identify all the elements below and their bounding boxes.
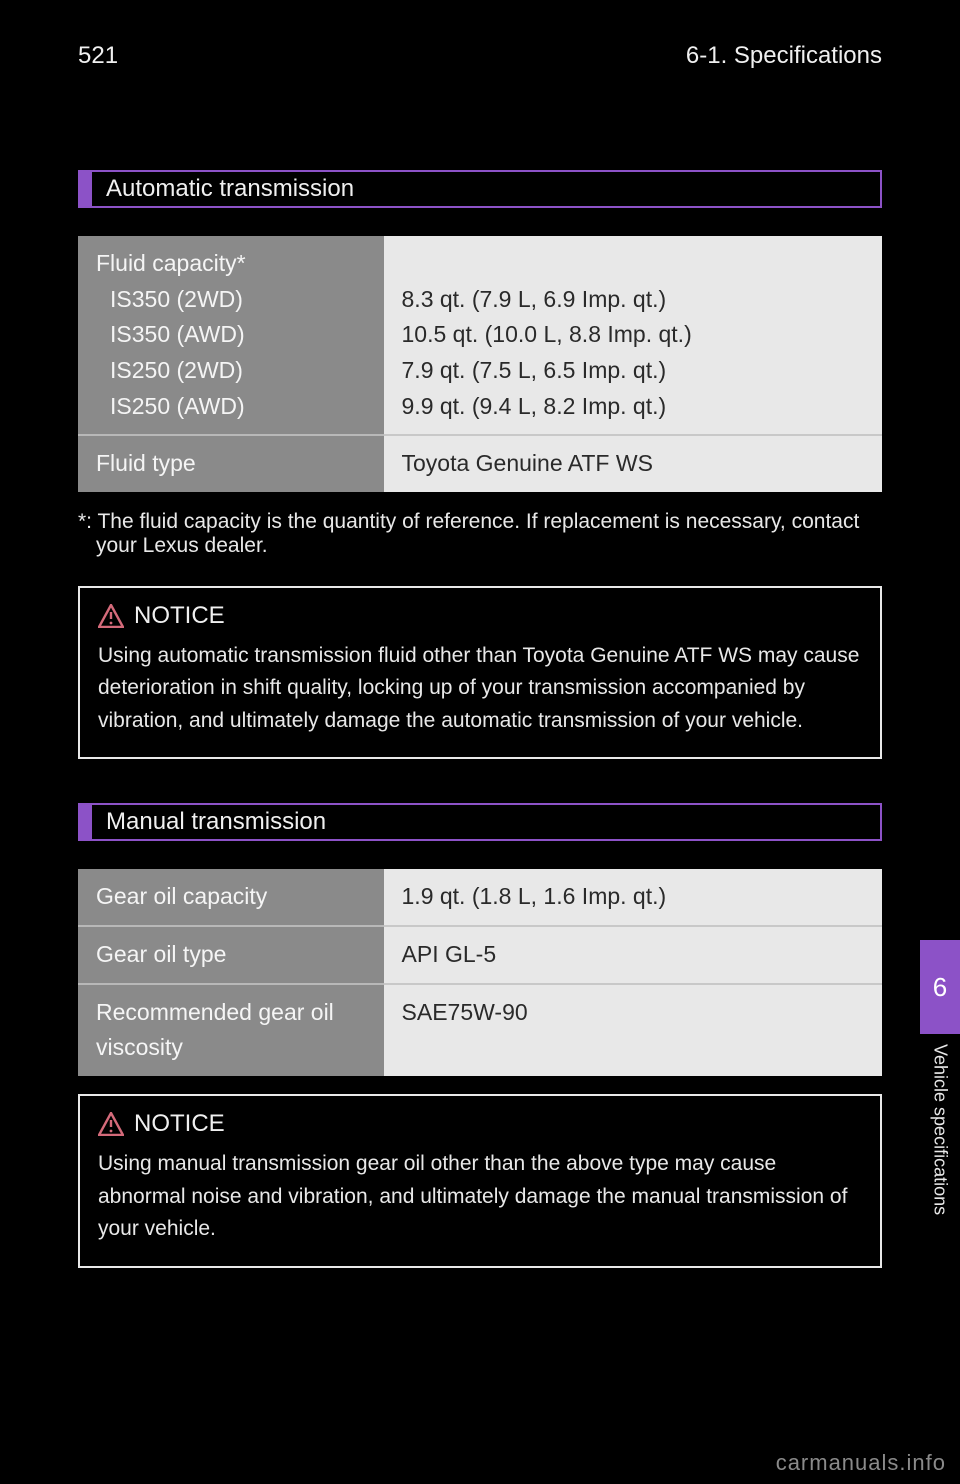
notice-header: NOTICE xyxy=(98,1110,862,1138)
table-label-cell: Gear oil capacity xyxy=(78,869,384,926)
value-line: 10.5 qt. (10.0 L, 8.8 Imp. qt.) xyxy=(402,321,692,347)
label-line: IS350 (2WD) xyxy=(96,282,366,318)
section-header: 6-1. Specifications xyxy=(686,42,882,70)
table-label-cell: Fluid capacity* IS350 (2WD) IS350 (AWD) … xyxy=(78,236,384,435)
section-title-manual-transmission: Manual transmission xyxy=(78,803,882,841)
table-row: Gear oil capacity 1.9 qt. (1.8 L, 1.6 Im… xyxy=(78,869,882,926)
table-value-cell: 1.9 qt. (1.8 L, 1.6 Imp. qt.) xyxy=(384,869,882,926)
value-line: 7.9 qt. (7.5 L, 6.5 Imp. qt.) xyxy=(402,357,667,383)
notice-text: Using manual transmission gear oil other… xyxy=(98,1148,862,1246)
watermark: carmanuals.info xyxy=(776,1450,946,1476)
notice-header: NOTICE xyxy=(98,602,862,630)
notice-title: NOTICE xyxy=(134,602,225,630)
section-title-text: Automatic transmission xyxy=(106,175,354,203)
chapter-label: Vehicle specifications xyxy=(920,1036,960,1296)
manual-transmission-table: Gear oil capacity 1.9 qt. (1.8 L, 1.6 Im… xyxy=(78,869,882,1076)
notice-box: NOTICE Using manual transmission gear oi… xyxy=(78,1094,882,1268)
table-row: Recommended gear oil viscosity SAE75W-90 xyxy=(78,984,882,1076)
page-number: 521 xyxy=(78,42,118,70)
warning-icon xyxy=(98,1112,124,1136)
value-text: Toyota Genuine ATF WS xyxy=(402,450,653,476)
value-line: 9.9 qt. (9.4 L, 8.2 Imp. qt.) xyxy=(402,393,667,419)
table-value-cell: API GL-5 xyxy=(384,926,882,984)
label-line: IS250 (2WD) xyxy=(96,353,366,389)
label-line: IS250 (AWD) xyxy=(96,389,366,425)
value-text: SAE75W-90 xyxy=(402,999,528,1025)
table-value-cell: SAE75W-90 xyxy=(384,984,882,1076)
label-line: IS350 (AWD) xyxy=(96,317,366,353)
table-label-cell: Fluid type xyxy=(78,435,384,492)
chapter-tab: 6 xyxy=(920,940,960,1034)
label-text: Gear oil type xyxy=(96,941,226,967)
notice-box: NOTICE Using automatic transmission flui… xyxy=(78,586,882,760)
table-value-cell: 8.3 qt. (7.9 L, 6.9 Imp. qt.) 10.5 qt. (… xyxy=(384,236,882,435)
notice-title: NOTICE xyxy=(134,1110,225,1138)
table-label-cell: Gear oil type xyxy=(78,926,384,984)
notice-text: Using automatic transmission fluid other… xyxy=(98,640,862,738)
label-text: Recommended gear oil viscosity xyxy=(96,999,334,1061)
table-label-cell: Recommended gear oil viscosity xyxy=(78,984,384,1076)
footnote: *: The fluid capacity is the quantity of… xyxy=(78,510,882,558)
label-text: Gear oil capacity xyxy=(96,883,267,909)
content-area: Automatic transmission Fluid capacity* I… xyxy=(78,170,882,1312)
value-line: 8.3 qt. (7.9 L, 6.9 Imp. qt.) xyxy=(402,286,667,312)
chapter-number: 6 xyxy=(933,972,947,1003)
chapter-label-text: Vehicle specifications xyxy=(930,1044,951,1215)
manual-page: 521 6-1. Specifications Automatic transm… xyxy=(0,0,960,1484)
automatic-transmission-table: Fluid capacity* IS350 (2WD) IS350 (AWD) … xyxy=(78,236,882,492)
section-title-automatic-transmission: Automatic transmission xyxy=(78,170,882,208)
table-row: Fluid type Toyota Genuine ATF WS xyxy=(78,435,882,492)
table-value-cell: Toyota Genuine ATF WS xyxy=(384,435,882,492)
label-main: Fluid capacity* xyxy=(96,250,246,276)
section-title-text: Manual transmission xyxy=(106,808,326,836)
value-text: 1.9 qt. (1.8 L, 1.6 Imp. qt.) xyxy=(402,883,667,909)
value-text: API GL-5 xyxy=(402,941,497,967)
table-row: Fluid capacity* IS350 (2WD) IS350 (AWD) … xyxy=(78,236,882,435)
label-text: Fluid type xyxy=(96,450,196,476)
warning-icon xyxy=(98,604,124,628)
table-row: Gear oil type API GL-5 xyxy=(78,926,882,984)
